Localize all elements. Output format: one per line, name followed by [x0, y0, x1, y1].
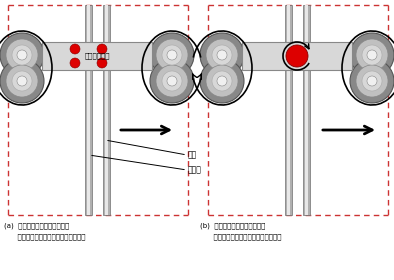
Text: 車体: 車体	[188, 151, 197, 160]
Circle shape	[70, 44, 80, 54]
Bar	[85, 5, 92, 215]
Circle shape	[200, 33, 244, 77]
Circle shape	[156, 39, 188, 71]
Text: モーメントは回転継手で逃がされる: モーメントは回転継手で逃がされる	[200, 233, 281, 240]
Circle shape	[97, 44, 107, 54]
Text: 台車フレーム: 台車フレーム	[84, 53, 110, 59]
Bar	[352, 48, 358, 62]
Bar	[42, 42, 152, 70]
Circle shape	[356, 39, 388, 71]
Circle shape	[217, 76, 227, 86]
Text: レール: レール	[188, 165, 202, 174]
Circle shape	[217, 50, 227, 60]
Circle shape	[367, 76, 377, 86]
Text: モーメントが台車フレームに伝わる: モーメントが台車フレームに伝わる	[4, 233, 85, 240]
Circle shape	[350, 59, 394, 103]
Text: (a)  車体にかかる遠心力による: (a) 車体にかかる遠心力による	[4, 222, 69, 228]
Bar	[242, 42, 352, 70]
Circle shape	[206, 39, 238, 71]
Circle shape	[17, 50, 27, 60]
Circle shape	[0, 33, 44, 77]
Circle shape	[167, 76, 177, 86]
Bar	[236, 48, 242, 62]
Circle shape	[6, 39, 38, 71]
Bar	[36, 48, 42, 62]
Bar	[303, 5, 310, 215]
Circle shape	[156, 65, 188, 97]
Circle shape	[200, 59, 244, 103]
Circle shape	[212, 45, 232, 65]
Circle shape	[150, 33, 194, 77]
Bar	[105, 5, 108, 215]
Bar	[287, 5, 290, 215]
Bar	[87, 5, 90, 215]
Text: (b)  車体にかかる遠心力による: (b) 車体にかかる遠心力による	[200, 222, 266, 228]
Circle shape	[167, 50, 177, 60]
Circle shape	[12, 45, 32, 65]
Circle shape	[350, 33, 394, 77]
Bar	[152, 48, 158, 62]
Circle shape	[206, 65, 238, 97]
Circle shape	[162, 71, 182, 91]
Circle shape	[70, 58, 80, 68]
Circle shape	[367, 50, 377, 60]
Circle shape	[212, 71, 232, 91]
Circle shape	[0, 59, 44, 103]
Circle shape	[162, 45, 182, 65]
Bar	[305, 5, 308, 215]
Circle shape	[362, 71, 382, 91]
Circle shape	[362, 45, 382, 65]
Circle shape	[286, 45, 308, 67]
Bar	[285, 5, 292, 215]
Bar	[103, 5, 110, 215]
Circle shape	[356, 65, 388, 97]
Circle shape	[6, 65, 38, 97]
Circle shape	[150, 59, 194, 103]
Circle shape	[17, 76, 27, 86]
Circle shape	[97, 58, 107, 68]
Circle shape	[12, 71, 32, 91]
